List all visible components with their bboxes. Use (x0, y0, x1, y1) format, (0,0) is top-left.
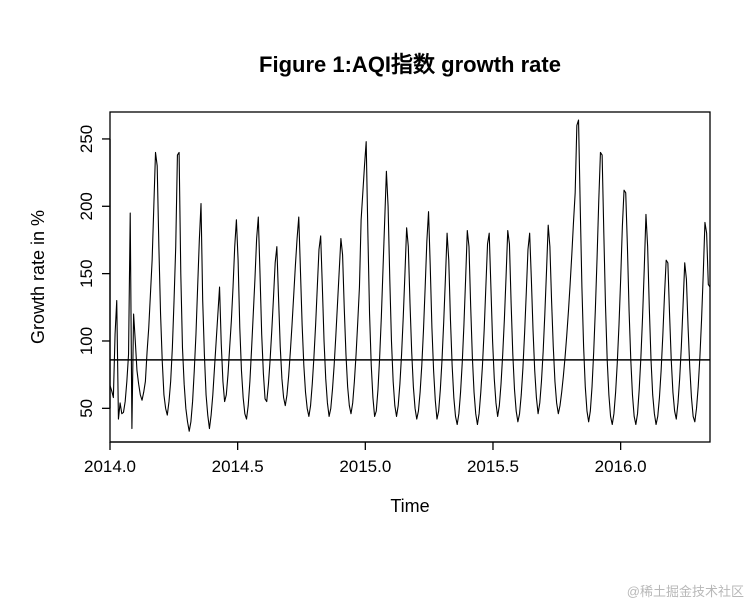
y-tick-label: 250 (77, 125, 96, 153)
x-tick-label: 2014.5 (212, 457, 264, 476)
chart-title: Figure 1:AQI指数 growth rate (259, 52, 561, 77)
y-label: Growth rate in % (28, 210, 48, 344)
line-chart: 2014.0 2014.5 2015.0 2015.5 2016.0 50 100 150 20… (0, 0, 756, 606)
watermark-text: @稀土掘金技术社区 (627, 581, 744, 600)
x-tick-label: 2014.0 (84, 457, 136, 476)
x-tick-label: 2016.0 (595, 457, 647, 476)
x-label: Time (390, 496, 429, 516)
x-tick-label: 2015.5 (467, 457, 519, 476)
y-tick-label: 150 (77, 259, 96, 287)
y-tick-label: 50 (77, 399, 96, 418)
y-tick-label: 200 (77, 192, 96, 220)
y-tick-label: 100 (77, 327, 96, 355)
x-tick-label: 2015.0 (339, 457, 391, 476)
chart-container: 2014.0 2014.5 2015.0 2015.5 2016.0 50 100 150 20… (0, 0, 756, 606)
